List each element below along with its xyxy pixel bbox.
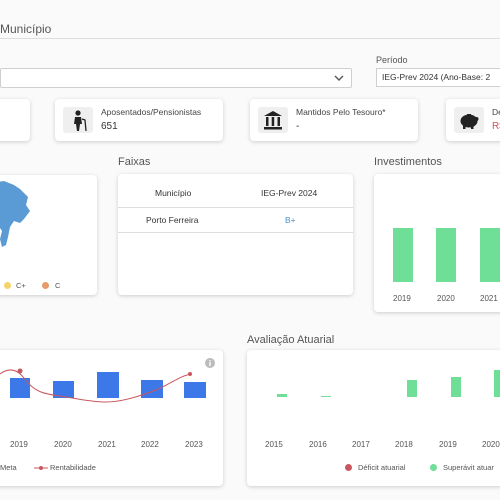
legend-line-marker [34, 466, 48, 470]
bank-building-icon [258, 107, 288, 133]
x-tick-label: 2015 [265, 440, 283, 449]
legend-dot-superavit [430, 464, 437, 471]
superavit-bar [494, 370, 500, 397]
legend-label-c-plus: C+ [16, 281, 26, 290]
superavit-bar [407, 380, 417, 397]
x-tick-label: 2022 [141, 440, 159, 449]
x-tick-label: 2018 [395, 440, 413, 449]
legend-label-deficit: Déficit atuarial [358, 463, 406, 472]
legend-label-c: C [55, 281, 61, 290]
faixas-table: Município IEG-Prev 2024 Porto Ferreira B… [118, 174, 353, 295]
avaliacao-title: Avaliação Atuarial [247, 334, 335, 346]
avaliacao-chart-card: 2015 2016 2017 2018 2019 2020 Déficit at… [247, 350, 500, 486]
superavit-bar [451, 377, 461, 397]
investment-bar [393, 228, 413, 282]
rentabilidade-point [17, 368, 23, 374]
stat-label: Aposentados/Pensionistas [101, 107, 202, 117]
meta-bar [141, 380, 163, 398]
column-header-municipio: Município [155, 188, 192, 198]
x-tick-label: 2020 [437, 294, 455, 303]
legend-label-superavit: Superávit atuar [443, 463, 494, 472]
x-tick-label: 2016 [309, 440, 327, 449]
rentabilidade-chart [0, 368, 206, 403]
investimentos-title: Investimentos [374, 156, 442, 168]
legend-label-rentabilidade: Rentabilidade [50, 463, 96, 472]
table-cell-municipio: Porto Ferreira [146, 215, 199, 225]
legend-dot-deficit [345, 464, 352, 471]
x-tick-label: 2017 [352, 440, 370, 449]
column-header-ieg-prev: IEG-Prev 2024 [261, 188, 318, 198]
map-card: C+ C [0, 175, 97, 295]
faixas-title: Faixas [118, 156, 151, 168]
rentabilidade-chart-card: 2019 2020 2021 2022 2023 Meta Rentabilid… [0, 350, 223, 486]
periodo-label: Período [376, 55, 408, 65]
investment-bar [480, 228, 500, 282]
legend-label-meta: Meta [0, 463, 17, 472]
stat-card-tesouro: Mantidos Pelo Tesouro* - [250, 99, 418, 141]
piggy-bank-icon [454, 107, 484, 133]
stat-card-left-partial [0, 99, 30, 141]
walker-person-icon [63, 107, 93, 133]
meta-bar [10, 378, 30, 398]
superavit-bar [321, 396, 331, 397]
meta-bar [184, 382, 206, 398]
x-tick-label: 2019 [439, 440, 457, 449]
x-tick-label: 2021 [98, 440, 116, 449]
investment-bar [436, 228, 456, 282]
legend-dot-c-plus [4, 282, 11, 289]
meta-bar [53, 381, 74, 398]
municipio-select[interactable] [0, 68, 352, 88]
stat-label: Mantidos Pelo Tesouro* [296, 107, 386, 117]
chevron-down-icon [334, 75, 344, 81]
stat-card-aposentados: Aposentados/Pensionistas 651 [55, 99, 223, 141]
investimentos-chart-card: 2019 2020 2021 [374, 174, 500, 312]
legend-dot-c [42, 282, 49, 289]
state-map [0, 181, 30, 247]
stat-label: De [492, 107, 500, 117]
x-tick-label: 2019 [10, 440, 28, 449]
header-divider [0, 38, 500, 39]
table-header-divider [118, 207, 353, 208]
periodo-select[interactable]: IEG-Prev 2024 (Ano-Base: 2 [376, 68, 500, 87]
meta-bar [97, 372, 119, 398]
stat-value: R$ [492, 121, 500, 132]
x-tick-label: 2021 [480, 294, 498, 303]
page-title: Município [0, 22, 52, 36]
stat-card-deficit: De R$ [446, 99, 500, 141]
superavit-bar [277, 394, 287, 397]
x-tick-label: 2020 [482, 440, 500, 449]
table-cell-rating: B+ [285, 215, 296, 225]
x-tick-label: 2023 [185, 440, 203, 449]
rentabilidade-line [0, 369, 192, 403]
stat-value: 651 [101, 121, 118, 132]
table-row-divider [118, 232, 353, 233]
rentabilidade-point [188, 372, 192, 376]
info-icon[interactable] [205, 358, 215, 368]
stat-value: - [296, 121, 300, 132]
x-tick-label: 2019 [393, 294, 411, 303]
x-tick-label: 2020 [54, 440, 72, 449]
